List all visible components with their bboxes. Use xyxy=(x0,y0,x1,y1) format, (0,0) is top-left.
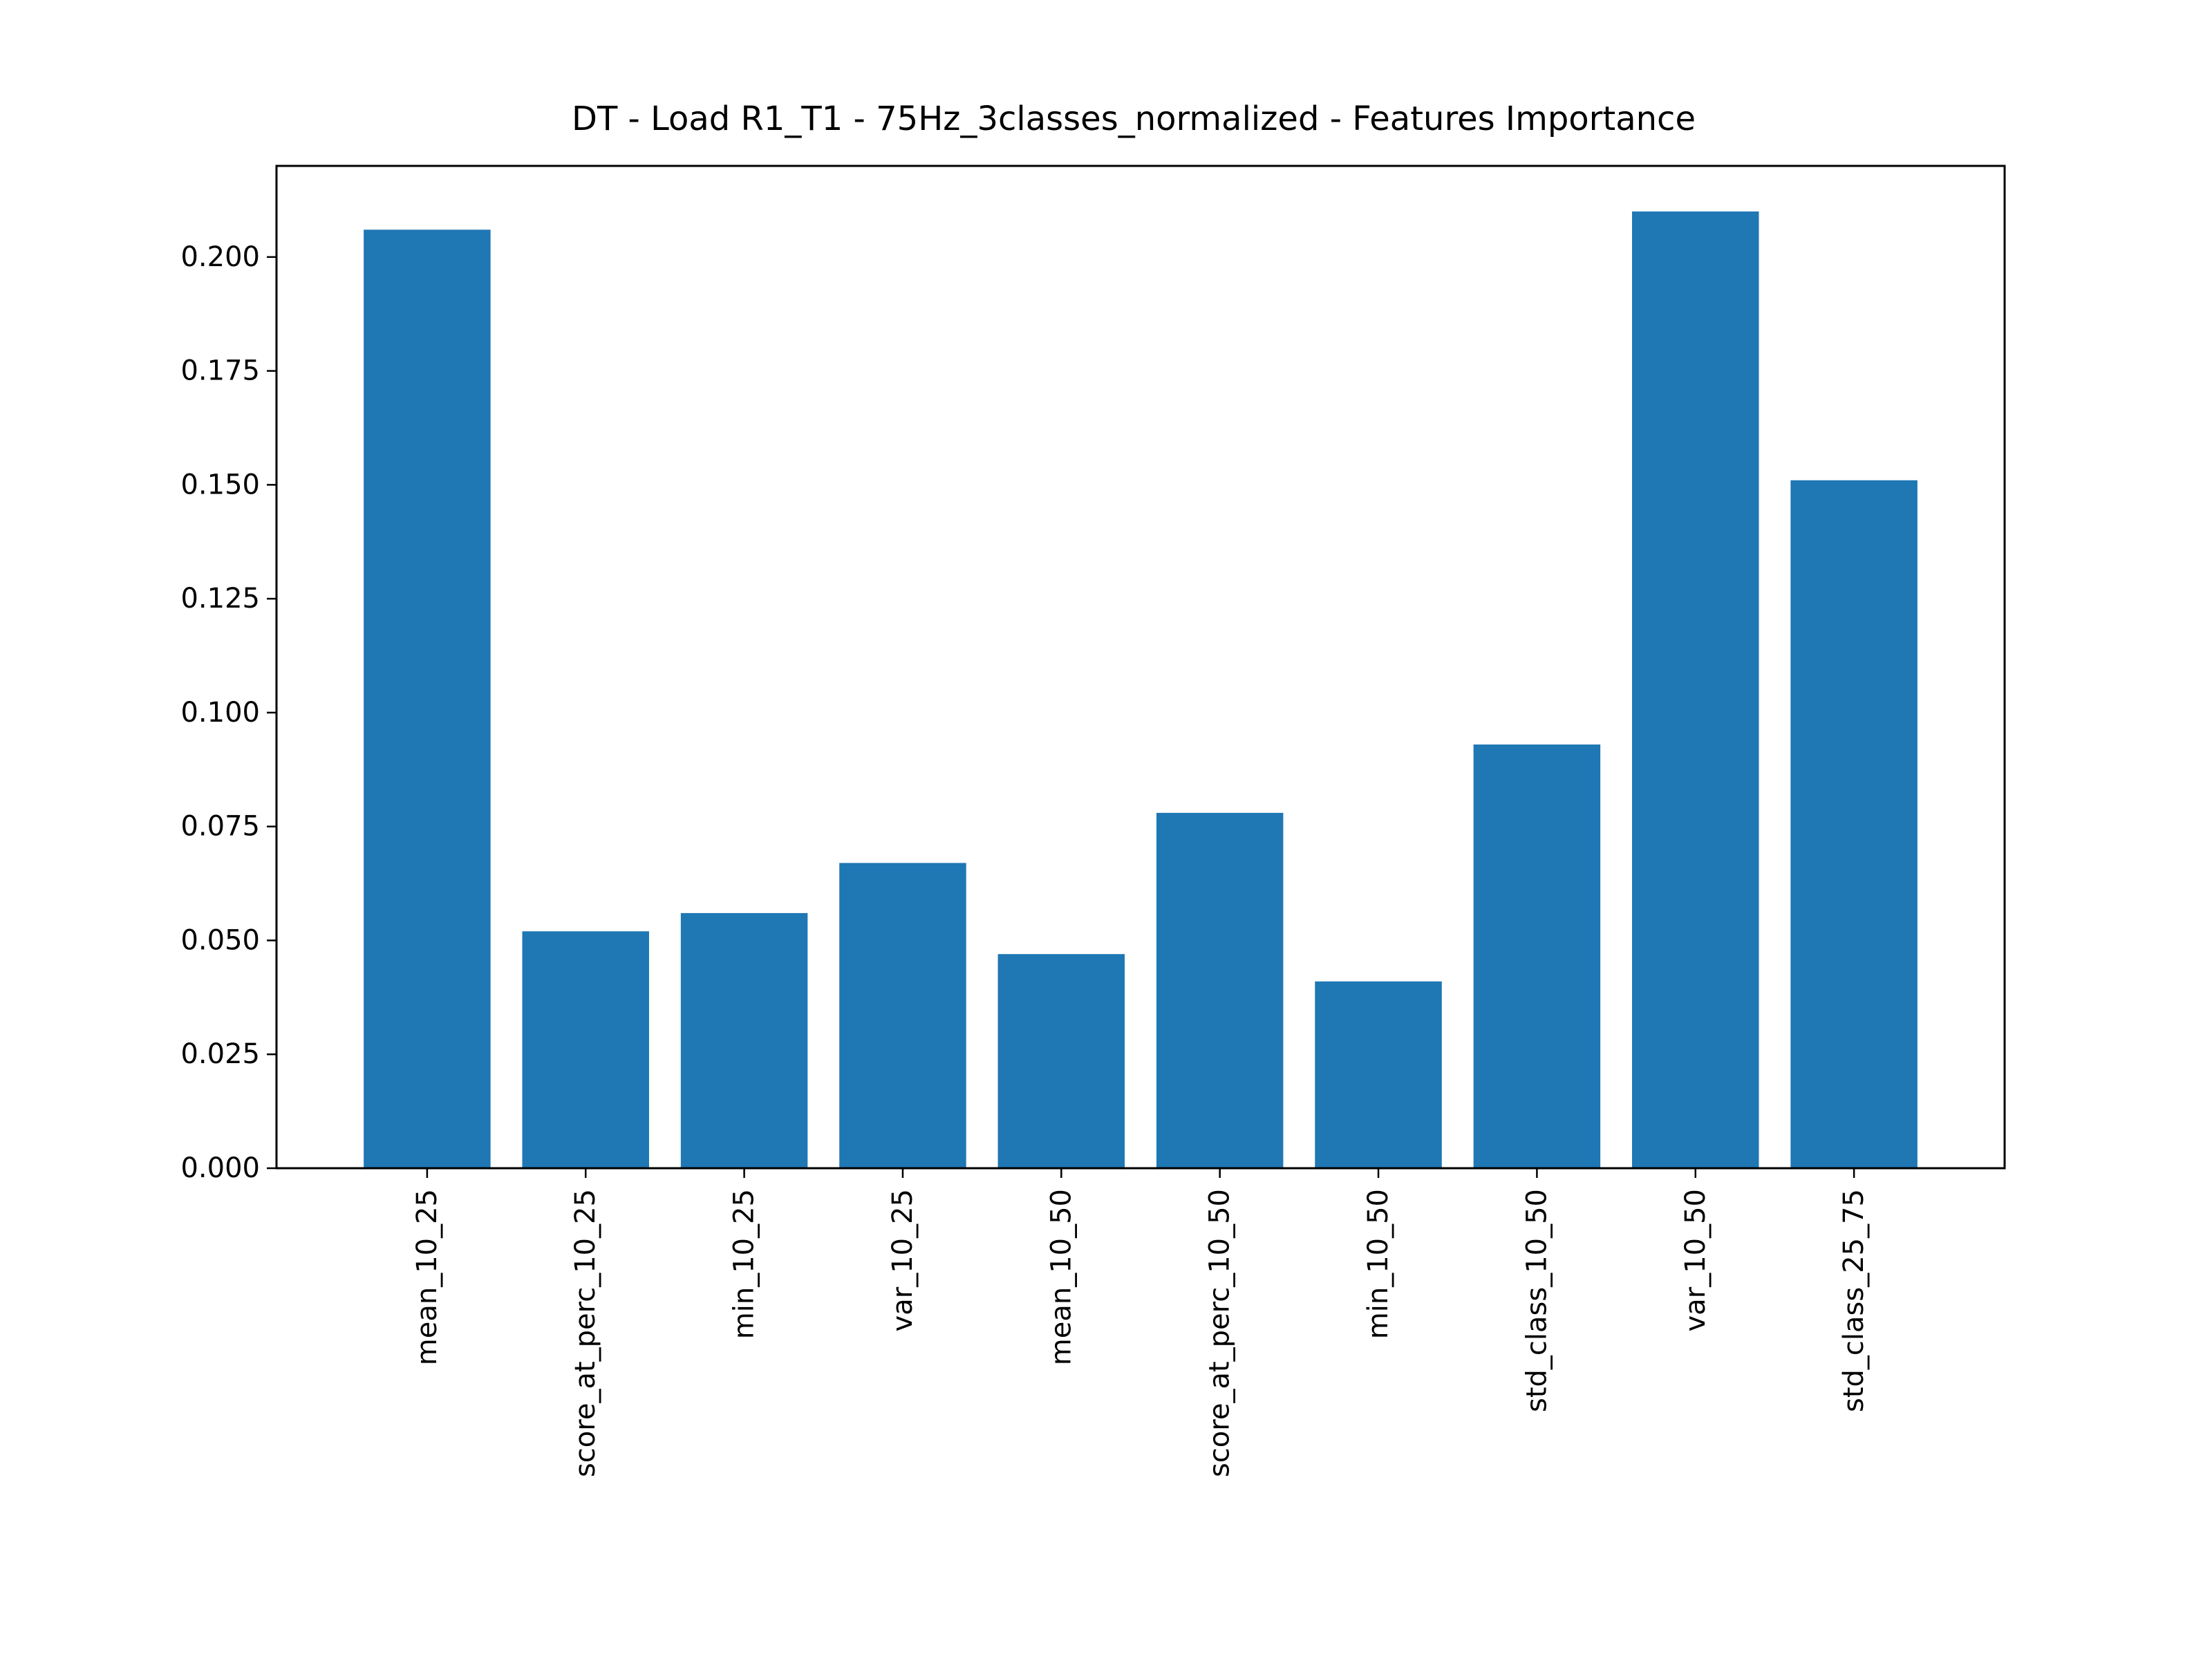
x-tick-label: min_10_25 xyxy=(729,1189,760,1339)
bar-mean_10_50 xyxy=(997,954,1125,1168)
bar-min_10_25 xyxy=(680,912,808,1168)
x-tick-label: std_class_10_50 xyxy=(1521,1189,1553,1412)
y-tick-label: 0.175 xyxy=(180,355,260,387)
x-axis: mean_10_25 score_at_perc_10_25 min_10_25 va… xyxy=(411,1168,1870,1477)
y-axis: 0.000 0.025 0.050 0.075 0.100 0.125 0.150 0.175… xyxy=(180,241,276,1184)
plot-frame xyxy=(275,165,2006,1170)
y-tick-label: 0.000 xyxy=(180,1152,260,1184)
x-tick-label: score_at_perc_10_25 xyxy=(570,1189,601,1477)
bar-min_10_50 xyxy=(1315,981,1442,1168)
bar-score_at_perc_10_50 xyxy=(1156,812,1284,1168)
x-tick-label: std_class_25_75 xyxy=(1838,1189,1870,1412)
x-tick-label: mean_10_50 xyxy=(1045,1189,1077,1365)
bar-var_10_50 xyxy=(1632,211,1759,1169)
x-tick-label: var_10_25 xyxy=(887,1189,919,1331)
bars-group xyxy=(364,211,1918,1169)
x-tick-label: min_10_50 xyxy=(1362,1189,1394,1339)
y-tick-label: 0.050 xyxy=(180,924,260,956)
bar-score_at_perc_10_25 xyxy=(522,931,649,1168)
chart-title: DT - Load R1_T1 - 75Hz_3classes_normaliz… xyxy=(572,100,1696,138)
x-tick-label: var_10_50 xyxy=(1680,1189,1712,1331)
bar-var_10_25 xyxy=(839,863,966,1168)
y-tick-label: 0.200 xyxy=(180,241,260,273)
x-tick-label: score_at_perc_10_50 xyxy=(1204,1189,1236,1477)
bar-std_class_10_50 xyxy=(1473,744,1601,1168)
y-tick-label: 0.100 xyxy=(180,697,260,729)
y-tick-label: 0.150 xyxy=(180,469,260,500)
y-tick-label: 0.025 xyxy=(180,1038,260,1070)
bar-mean_10_25 xyxy=(364,229,491,1169)
bar-std_class_25_75 xyxy=(1790,480,1918,1168)
y-tick-label: 0.125 xyxy=(180,583,260,615)
y-tick-label: 0.075 xyxy=(180,811,260,843)
x-tick-label: mean_10_25 xyxy=(411,1189,443,1365)
